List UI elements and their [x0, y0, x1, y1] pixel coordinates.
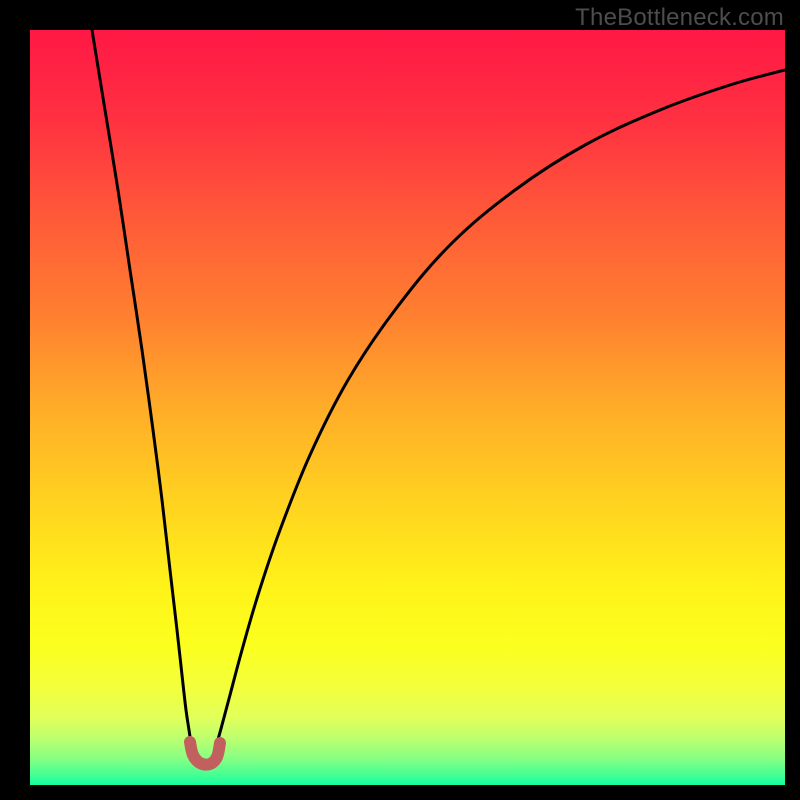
plot-area — [30, 30, 785, 785]
watermark-text: TheBottleneck.com — [575, 4, 784, 32]
plot-svg — [30, 30, 785, 785]
gradient-background — [30, 30, 785, 785]
chart-outer-frame: TheBottleneck.com — [0, 0, 800, 800]
